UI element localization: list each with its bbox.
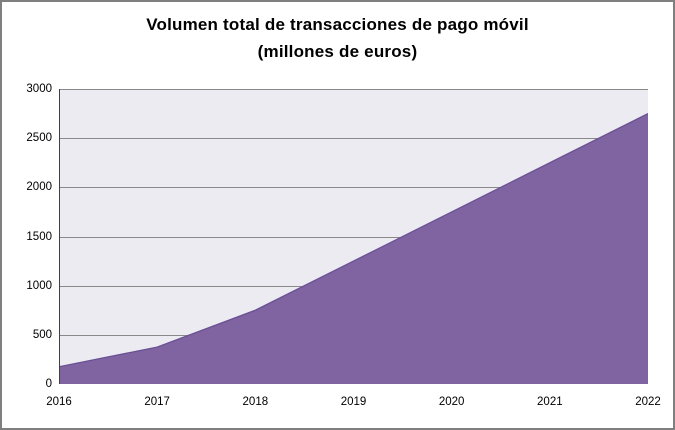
area-series [59,113,648,384]
x-axis-tick-label: 2018 [242,396,269,408]
y-axis-tick-label: 2000 [26,181,52,194]
x-axis-tick-label: 2021 [537,396,563,408]
x-axis-tick-label: 2017 [144,396,170,408]
y-axis-tick-label: 500 [32,328,52,341]
x-axis-tick-label: 2016 [46,396,72,408]
x-axis-tick-label: 2022 [635,396,661,408]
area-series-outline [59,113,648,368]
x-axis-tick-label: 2019 [340,396,367,408]
chart-title: Volumen total de transacciones de pago m… [146,15,529,34]
chart-subtitle: (millones de euros) [257,42,418,61]
y-axis-tick-label: 3000 [26,83,52,95]
y-axis-tick-label: 0 [45,378,52,390]
y-axis-tick-label: 1500 [26,230,52,243]
x-axis-tick-label: 2020 [438,396,465,408]
y-axis-tick-label: 1000 [26,279,52,292]
plot-area [59,89,648,384]
y-axis-tick-label: 2500 [26,132,52,145]
